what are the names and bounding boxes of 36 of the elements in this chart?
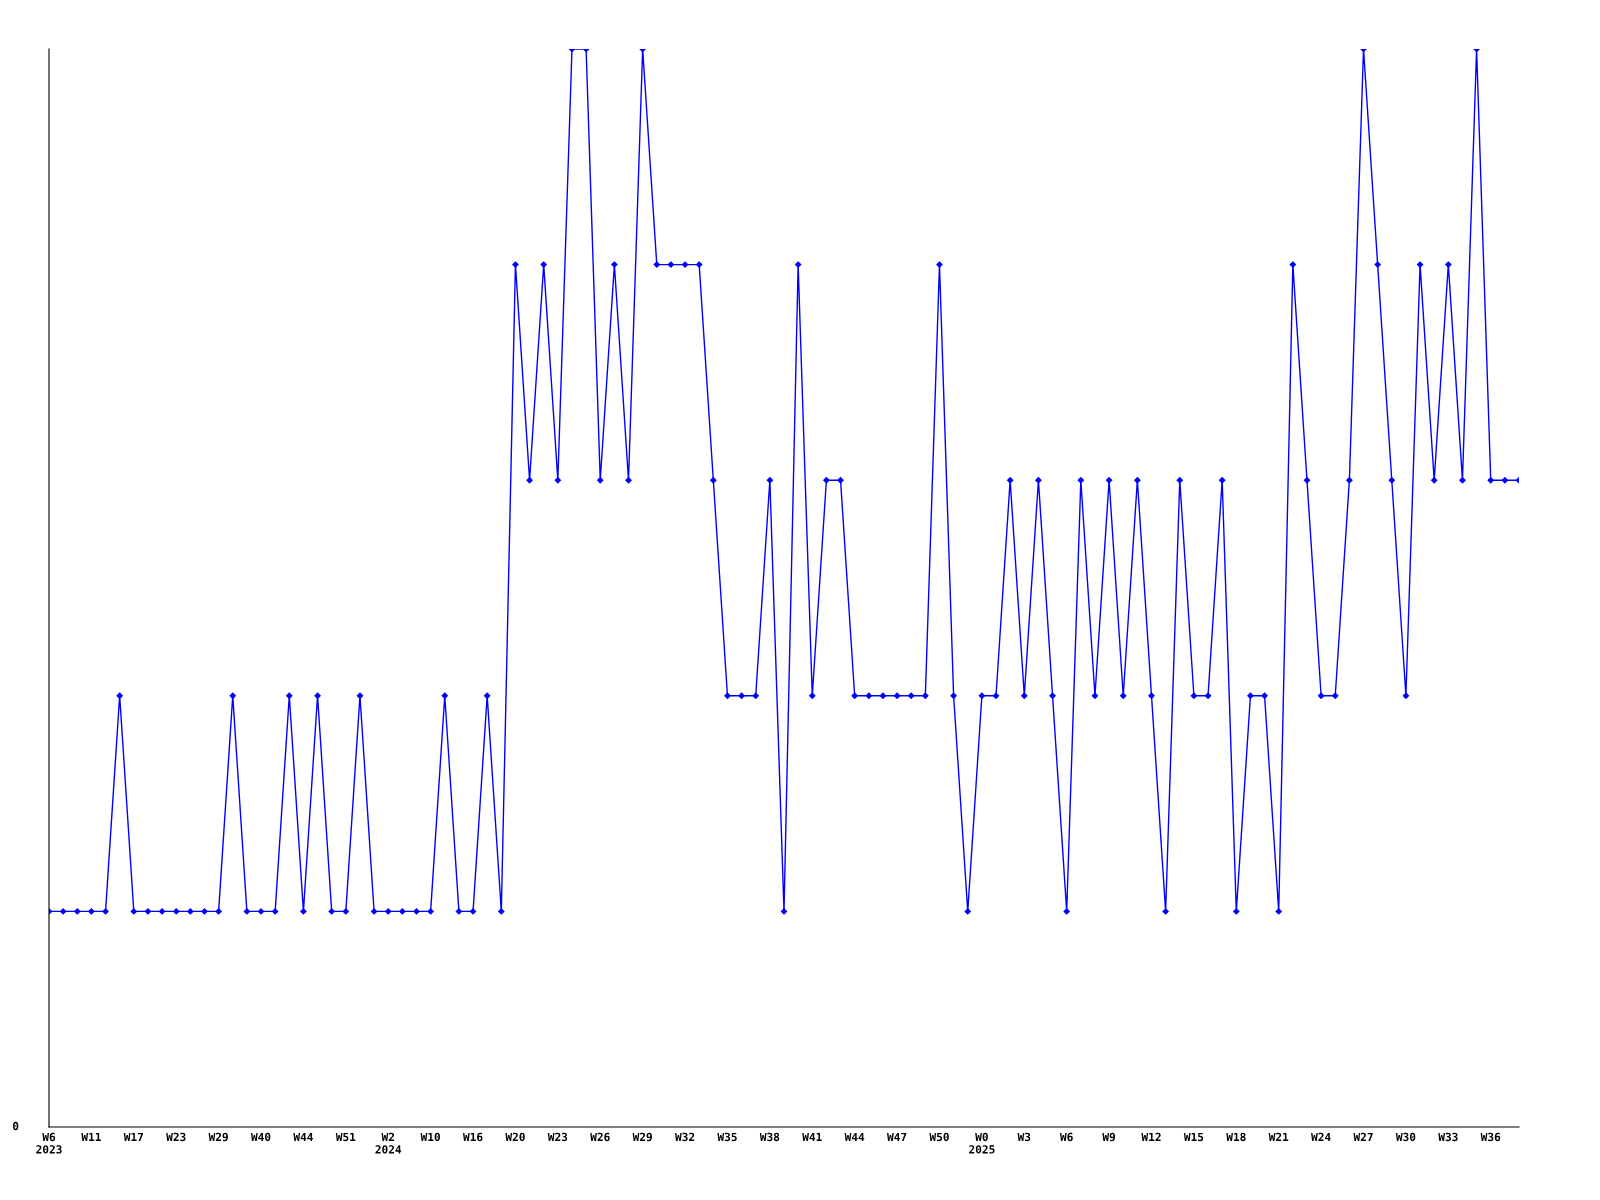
x-tick-label: W50 bbox=[929, 1132, 949, 1142]
x-tick-label: W9 bbox=[1102, 1132, 1116, 1142]
x-tick-label: W29 bbox=[208, 1132, 228, 1142]
x-tick-label: W47 bbox=[887, 1132, 907, 1141]
x-tick-label: W3 bbox=[1017, 1132, 1031, 1142]
x-tick-label: W41 bbox=[802, 1132, 822, 1141]
x-tick-label: W16 bbox=[463, 1132, 483, 1142]
x-tick-label: W40 bbox=[250, 1132, 271, 1142]
x-tick-label: W18 bbox=[1226, 1132, 1246, 1142]
x-tick-label: W17 bbox=[123, 1132, 144, 1141]
x-tick-label: W10 bbox=[420, 1132, 440, 1142]
x-tick-label: W35 bbox=[717, 1132, 737, 1142]
x-tick-label: W11 bbox=[81, 1132, 101, 1141]
x-tick-label: W30 bbox=[1395, 1132, 1416, 1142]
x-tick-label: W2 2024 bbox=[375, 1132, 402, 1154]
x-tick-label: W38 bbox=[759, 1132, 780, 1142]
x-tick-label: W44 bbox=[844, 1132, 865, 1141]
x-tick-label: W27 bbox=[1353, 1132, 1373, 1141]
x-tick-label: W0 2025 bbox=[969, 1132, 995, 1154]
x-tick-label: W12 bbox=[1141, 1132, 1161, 1141]
x-tick-label: W33 bbox=[1438, 1132, 1458, 1142]
x-tick-label: W15 bbox=[1183, 1132, 1204, 1142]
x-tick-label: W51 bbox=[335, 1132, 356, 1142]
x-tick-label: W29 bbox=[632, 1132, 652, 1142]
x-tick-label: W32 bbox=[675, 1132, 695, 1142]
x-tick-label: W20 bbox=[505, 1132, 525, 1142]
x-tick-label: W21 bbox=[1268, 1132, 1289, 1141]
x-tick-label: W44 bbox=[293, 1132, 313, 1141]
x-tick-label: W6 2023 bbox=[36, 1132, 62, 1154]
x-tick-label: W6 bbox=[1060, 1132, 1073, 1142]
x-tick-label: W26 bbox=[590, 1132, 610, 1142]
x-tick-label: W36 bbox=[1480, 1132, 1501, 1142]
x-tick-label: W23 bbox=[547, 1132, 568, 1142]
x-tick-label: W24 bbox=[1311, 1132, 1331, 1141]
x-tick-label: W23 bbox=[166, 1132, 186, 1142]
text: 0 bbox=[12, 1121, 19, 1131]
